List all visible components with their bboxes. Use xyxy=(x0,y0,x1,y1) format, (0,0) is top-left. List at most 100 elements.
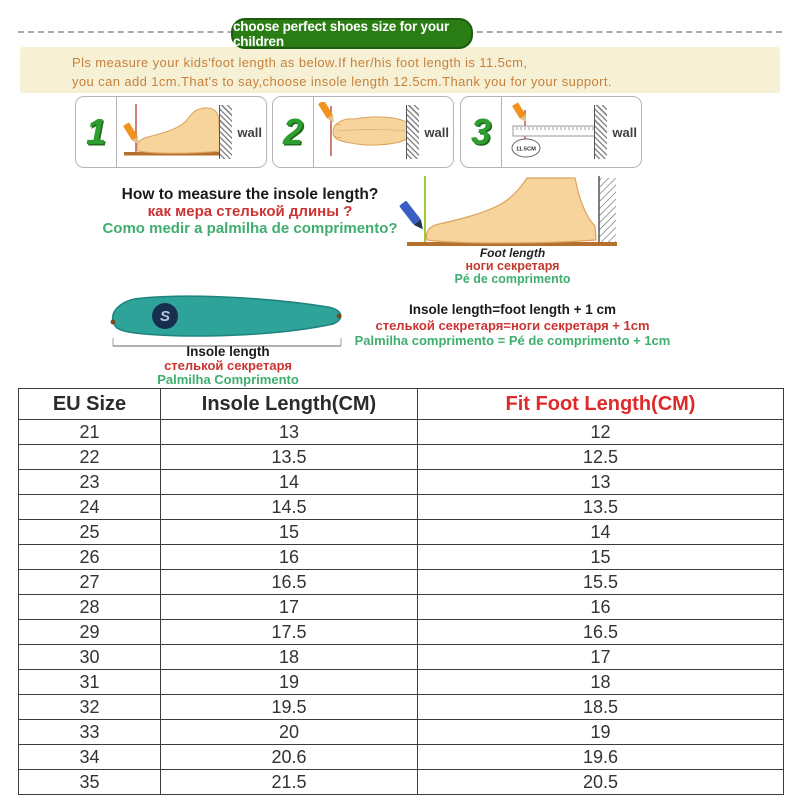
table-header-row: EU Size Insole Length(CM) Fit Foot Lengt… xyxy=(18,388,784,420)
table-cell: 19 xyxy=(160,669,418,695)
table-cell: 28 xyxy=(18,594,161,620)
table-cell: 21.5 xyxy=(160,769,418,795)
how-to-measure-ru: как мера стелькой длины ? xyxy=(147,203,353,220)
table-row: 34 20.6 19.6 xyxy=(18,744,784,770)
insole-diagram: S xyxy=(110,295,342,347)
wall-hatch-2 xyxy=(406,105,419,159)
header-fit-foot-length: Fit Foot Length(CM) xyxy=(417,388,784,420)
table-cell: 20.6 xyxy=(160,744,418,770)
size-table-body: 21 13 12 22 13.5 12.5 23 14 13 24 14.5 13.5 25 15 14 26… xyxy=(18,419,784,795)
formula-pt: Palmilha comprimento = Pé de comprimento… xyxy=(354,333,671,348)
how-to-measure-pt: Como medir a palmilha de comprimento? xyxy=(102,220,398,237)
table-cell: 34 xyxy=(18,744,161,770)
insole-labels: Insole length стелькой секретаря Palmilh… xyxy=(103,345,353,386)
step-box-2: 2 wall xyxy=(272,96,454,168)
header-insole-length: Insole Length(CM) xyxy=(160,388,418,420)
top-foot-illustration xyxy=(318,102,411,156)
banner-title: choose perfect shoes size for your child… xyxy=(231,18,473,49)
step-number-1: 1 xyxy=(85,111,107,152)
table-cell: 16.5 xyxy=(417,619,784,645)
table-cell: 14 xyxy=(160,469,418,495)
wall-hatch-1 xyxy=(219,105,232,159)
table-cell: 20.5 xyxy=(417,769,784,795)
step-divider xyxy=(116,97,117,167)
table-cell: 17 xyxy=(417,644,784,670)
foot-length-en: Foot length xyxy=(479,246,546,260)
notice-line-2: you can add 1cm.That's to say,choose ins… xyxy=(72,74,612,89)
table-cell: 19.6 xyxy=(417,744,784,770)
table-cell: 15 xyxy=(417,544,784,570)
table-cell: 18.5 xyxy=(417,694,784,720)
table-cell: 23 xyxy=(18,469,161,495)
table-row: 31 19 18 xyxy=(18,669,784,695)
table-row: 24 14.5 13.5 xyxy=(18,494,784,520)
table-row: 28 17 16 xyxy=(18,594,784,620)
foot-length-pt: Pé de comprimento xyxy=(454,272,571,286)
table-cell: 16.5 xyxy=(160,569,418,595)
foot-length-ru: ноги секретаря xyxy=(465,259,560,273)
table-cell: 17.5 xyxy=(160,619,418,645)
insole-length-pt: Palmilha Comprimento xyxy=(157,371,299,387)
table-cell: 18 xyxy=(160,644,418,670)
table-cell: 27 xyxy=(18,569,161,595)
table-row: 22 13.5 12.5 xyxy=(18,444,784,470)
table-cell: 15 xyxy=(160,519,418,545)
wall-label-2: wall xyxy=(424,124,449,140)
step-divider xyxy=(313,97,314,167)
table-cell: 13 xyxy=(160,419,418,445)
notice-line-1: Pls measure your kids'foot length as bel… xyxy=(72,55,528,70)
table-cell: 20 xyxy=(160,719,418,745)
table-row: 35 21.5 20.5 xyxy=(18,769,784,795)
table-cell: 21 xyxy=(18,419,161,445)
table-cell: 22 xyxy=(18,444,161,470)
formula-block: Insole length=foot length + 1 cm стелько… xyxy=(340,302,685,349)
table-cell: 17 xyxy=(160,594,418,620)
how-to-measure-block: How to measure the insole length? как ме… xyxy=(55,186,445,237)
notice-box: Pls measure your kids'foot length as bel… xyxy=(20,47,780,93)
step-divider xyxy=(501,97,502,167)
header-eu-size: EU Size xyxy=(18,388,161,420)
how-to-measure-en: How to measure the insole length? xyxy=(121,186,379,203)
insole-logo-icon xyxy=(152,303,178,329)
table-row: 33 20 19 xyxy=(18,719,784,745)
foot-length-labels: Foot length ноги секретаря Pé de comprim… xyxy=(400,247,625,286)
table-cell: 15.5 xyxy=(417,569,784,595)
ruler-illustration: 11.5CM xyxy=(511,102,599,158)
ruler-measure-label: 11.5CM xyxy=(516,147,536,153)
table-cell: 16 xyxy=(160,544,418,570)
table-row: 27 16.5 15.5 xyxy=(18,569,784,595)
table-row: 25 15 14 xyxy=(18,519,784,545)
step-number-2: 2 xyxy=(282,111,304,152)
table-cell: 13 xyxy=(417,469,784,495)
table-cell: 24 xyxy=(18,494,161,520)
table-cell: 29 xyxy=(18,619,161,645)
size-table: EU Size Insole Length(CM) Fit Foot Lengt… xyxy=(18,388,784,795)
table-cell: 26 xyxy=(18,544,161,570)
table-cell: 31 xyxy=(18,669,161,695)
table-cell: 13.5 xyxy=(417,494,784,520)
table-row: 29 17.5 16.5 xyxy=(18,619,784,645)
insole-length-en: Insole length xyxy=(186,344,270,359)
formula-en: Insole length=foot length + 1 cm xyxy=(408,302,617,317)
insole-length-ru: стелькой секретаря xyxy=(164,358,292,373)
size-table-container: EU Size Insole Length(CM) Fit Foot Lengt… xyxy=(18,388,784,795)
table-cell: 35 xyxy=(18,769,161,795)
table-cell: 19.5 xyxy=(160,694,418,720)
step-number-3: 3 xyxy=(470,111,492,152)
table-cell: 12 xyxy=(417,419,784,445)
foot-length-diagram xyxy=(399,176,617,246)
table-cell: 19 xyxy=(417,719,784,745)
table-cell: 30 xyxy=(18,644,161,670)
side-foot-illustration xyxy=(123,104,221,156)
wall-label-3: wall xyxy=(612,124,637,140)
table-cell: 33 xyxy=(18,719,161,745)
wall-hatch-3 xyxy=(594,105,607,159)
wall-label-1: wall xyxy=(237,124,262,140)
step-box-3: 3 11.5CM wall xyxy=(460,96,642,168)
table-cell: 12.5 xyxy=(417,444,784,470)
table-cell: 18 xyxy=(417,669,784,695)
table-cell: 16 xyxy=(417,594,784,620)
table-cell: 13.5 xyxy=(160,444,418,470)
table-cell: 14 xyxy=(417,519,784,545)
step-box-1: 1 wall xyxy=(75,96,267,168)
